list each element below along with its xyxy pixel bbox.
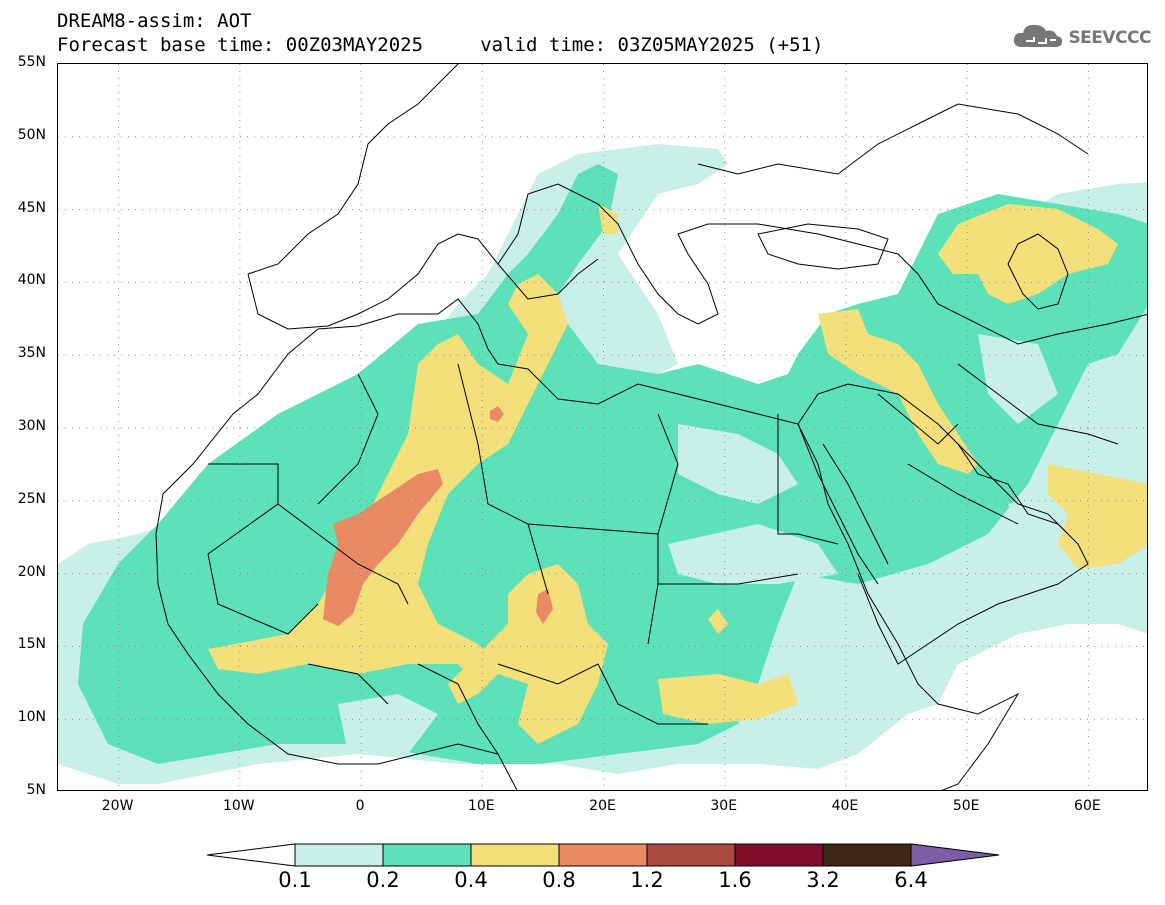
lon-tick-label: 30E [710,798,738,814]
aot-band-0.4 [708,609,728,634]
lat-tick-label: 5N [26,782,46,798]
colorbar-cell [382,843,472,867]
colorbar-cell [734,843,824,867]
aot-hole [338,694,438,754]
aot-hole [668,524,838,584]
colorbar-over-triangle [910,843,1000,867]
colorbar-label: 6.4 [894,868,928,892]
lat-tick-label: 15N [17,636,46,653]
colorbar-label: 1.2 [630,868,664,892]
aot-contours [58,144,1147,784]
colorbar-label: 0.1 [278,868,312,892]
aot-band-0.8 [490,406,504,422]
lon-tick-label: 50E [952,798,980,814]
aot-band-0.4 [938,204,1118,304]
lon-tick-label: 40E [831,798,859,814]
lat-tick-label: 50N [17,126,46,143]
map-panel [57,63,1148,791]
aot-band-0.4 [658,674,798,724]
colorbar-under-triangle [206,843,296,867]
lat-tick-label: 55N [17,54,46,70]
forecast-time-subtitle: Forecast base time: 00Z03MAY2025 valid t… [57,34,824,56]
gridlines [58,64,1147,790]
colorbar-cell [646,843,736,867]
cloud-icon [1012,21,1064,55]
lat-tick-label: 40N [17,272,46,289]
lat-tick-label: 20N [17,563,46,580]
coastlines-and-borders [155,64,1147,790]
aot-band-0.8 [323,469,443,626]
aot-band-0.8 [536,589,553,624]
colorbar-label: 0.2 [366,868,400,892]
colorbar-cell [822,843,912,867]
colorbar-label: 0.8 [542,868,576,892]
lon-tick-label: 20E [589,798,616,814]
lat-tick-label: 45N [17,199,46,216]
aot-band-0.4 [818,309,978,474]
seevccc-logo: SEEVCCC [1012,18,1151,58]
aot-map [58,64,1147,790]
lon-tick-label: 60E [1074,798,1101,814]
lat-tick-label: 35N [17,345,46,362]
map-title: DREAM8-assim: AOT [57,10,252,32]
colorbar-label: 3.2 [806,868,840,892]
lon-tick-label: 10W [222,798,255,814]
colorbar-cell [294,843,384,867]
colorbar-label: 0.4 [454,868,488,892]
aot-band-0.4 [208,274,568,684]
logo-text: SEEVCCC [1068,28,1151,48]
aot-hole [978,334,1058,424]
colorbar-cell [558,843,648,867]
lon-tick-label: 10E [467,798,495,814]
lon-tick-label: 20W [101,798,134,814]
aot-band-0.4 [448,564,608,744]
colorbar-label: 1.6 [718,868,752,892]
lat-tick-label: 25N [17,490,46,507]
lon-tick-label: 0 [355,798,365,814]
lat-tick-label: 10N [17,709,46,726]
colorbar-cell [470,843,560,867]
aot-colorbar [206,843,1000,867]
lat-tick-label: 30N [17,418,46,434]
aot-hole [678,424,798,504]
aot-band-0.4 [1048,464,1147,569]
